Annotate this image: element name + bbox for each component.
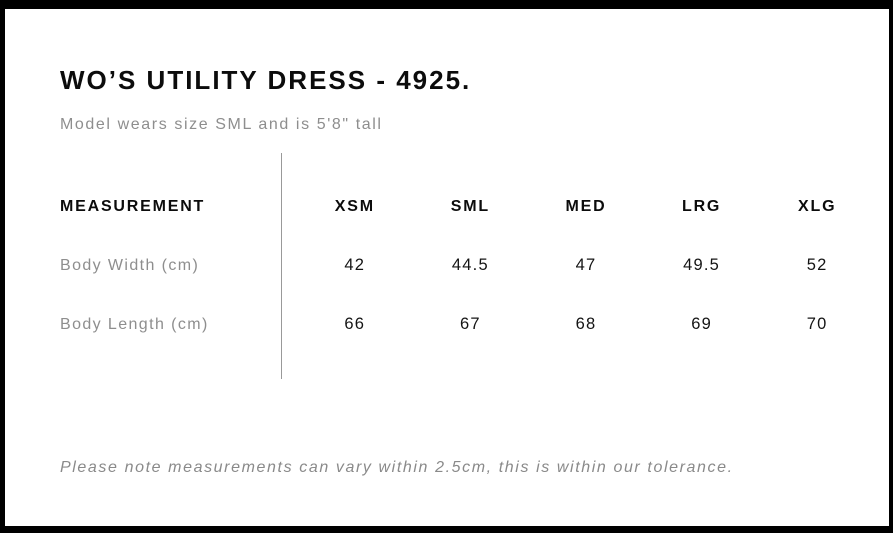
row-label-body-width: Body Width (cm) [60,256,200,274]
size-table: MEASUREMENT XSM SML MED LRG XLG Body Wid… [60,177,875,354]
cell-body-length-xsm: 66 [344,315,366,333]
column-header-lrg: LRG [682,197,722,215]
table-header-row: MEASUREMENT XSM SML MED LRG XLG [60,177,875,236]
cell-body-length-lrg: 69 [691,315,712,333]
table-row-body-width: Body Width (cm) 42 44.5 47 49.5 52 [60,236,875,295]
tolerance-note: Please note measurements can vary within… [60,459,734,476]
cell-body-width-med: 47 [575,256,597,274]
cell-body-width-lrg: 49.5 [683,256,721,274]
column-header-xlg: XLG [798,197,837,215]
cell-body-length-med: 68 [575,315,597,333]
cell-body-width-sml: 44.5 [451,256,489,274]
table-column-divider [281,153,282,379]
column-header-med: MED [565,197,607,215]
column-header-measurement: MEASUREMENT [60,197,206,215]
row-label-body-length: Body Length (cm) [60,315,209,333]
page-title: WO’S UTILITY DRESS - 4925. [60,65,472,95]
cell-body-length-xlg: 70 [806,315,828,333]
cell-body-width-xlg: 52 [806,256,828,274]
column-header-xsm: XSM [334,197,375,215]
cell-body-length-sml: 67 [460,315,481,333]
model-size-note: Model wears size SML and is 5'8" tall [60,116,383,133]
table-row-body-length: Body Length (cm) 66 67 68 69 70 [60,295,875,354]
cell-body-width-xsm: 42 [344,256,366,274]
column-header-sml: SML [450,197,490,215]
